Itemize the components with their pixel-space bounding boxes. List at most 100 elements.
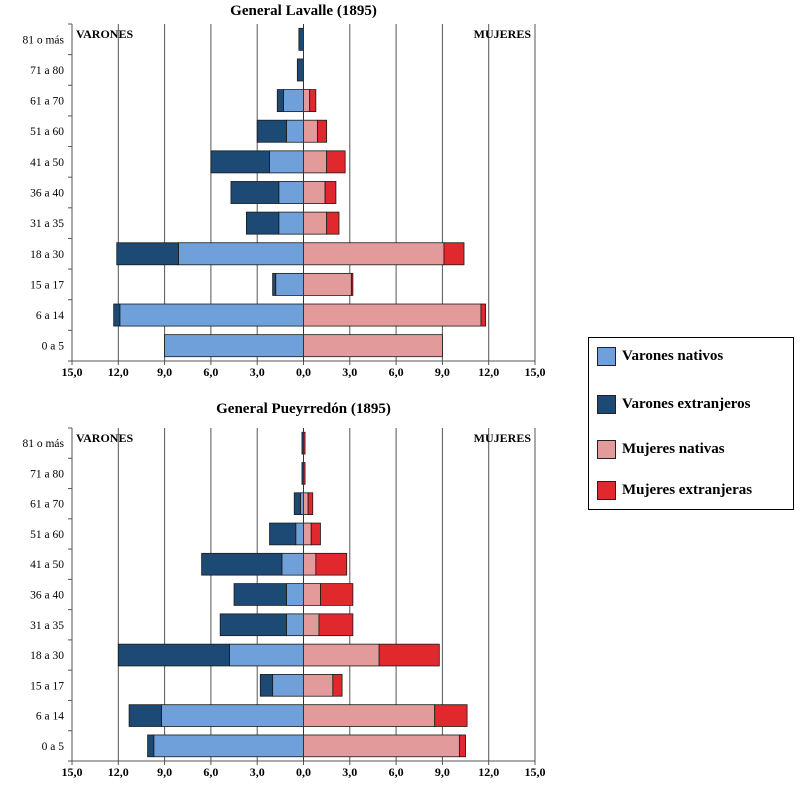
bar-mujeres-extranjeras-6-a-14 <box>480 303 487 327</box>
bar-varones-extranjeros-36-a-40 <box>233 583 287 606</box>
bar-mujeres-nativas-61-a-70 <box>303 492 309 515</box>
bar-mujeres-extranjeras-18-a-30 <box>443 242 465 266</box>
bar-mujeres-nativas-41-a-50 <box>303 150 328 174</box>
bar-varones-extranjeros-51-a-60 <box>269 522 297 546</box>
category-label: 61 a 70 <box>30 499 64 511</box>
x-tick-label: 15,0 <box>62 765 83 779</box>
bar-varones-extranjeros-81-o-m-s <box>298 27 304 51</box>
category-label: 15 a 17 <box>30 680 64 692</box>
category-label: 15 a 17 <box>30 279 64 291</box>
category-label: 18 a 30 <box>30 249 64 261</box>
bar-mujeres-extranjeras-6-a-14 <box>434 704 468 727</box>
bar-mujeres-nativas-18-a-30 <box>303 242 445 266</box>
x-tick-label: 15,0 <box>62 365 83 379</box>
bar-varones-nativos-15-a-17 <box>272 674 304 697</box>
bar-varones-nativos-51-a-60 <box>295 522 304 546</box>
legend: Varones nativos Varones extranjeros Muje… <box>588 337 794 510</box>
category-label: 31 a 35 <box>30 218 64 230</box>
right-side-label: MUJERES <box>474 431 532 445</box>
bar-mujeres-extranjeras-51-a-60 <box>310 522 321 546</box>
x-tick-label: 0,0 <box>296 365 311 379</box>
bar-mujeres-nativas-0-a-5 <box>303 334 443 358</box>
category-label: 36 a 40 <box>30 188 64 200</box>
bar-varones-extranjeros-61-a-70 <box>276 89 284 113</box>
bar-varones-nativos-15-a-17 <box>275 272 304 296</box>
bar-mujeres-nativas-51-a-60 <box>303 522 312 546</box>
bar-varones-extranjeros-15-a-17 <box>272 272 277 296</box>
bar-varones-extranjeros-51-a-60 <box>256 119 287 143</box>
bar-mujeres-nativas-0-a-5 <box>303 734 460 758</box>
bar-varones-extranjeros-41-a-50 <box>201 552 283 576</box>
bar-varones-extranjeros-71-a-80 <box>296 58 304 82</box>
bar-varones-nativos-36-a-40 <box>278 181 304 204</box>
bar-mujeres-extranjeras-0-a-5 <box>458 734 466 758</box>
legend-label-varones-extranjeros: Varones extranjeros <box>622 395 751 412</box>
bar-mujeres-nativas-6-a-14 <box>303 303 482 327</box>
bar-varones-nativos-36-a-40 <box>286 583 304 606</box>
category-label: 6 a 14 <box>36 711 64 723</box>
x-tick-label: 3,0 <box>250 765 265 779</box>
bar-varones-extranjeros-36-a-40 <box>230 181 280 204</box>
category-label: 71 a 80 <box>30 65 64 77</box>
bar-mujeres-extranjeras-31-a-35 <box>318 613 354 637</box>
category-label: 18 a 30 <box>30 650 64 662</box>
category-label: 31 a 35 <box>30 620 64 632</box>
x-tick-label: 0,0 <box>296 765 311 779</box>
bar-mujeres-extranjeras-41-a-50 <box>315 552 348 576</box>
bar-mujeres-nativas-36-a-40 <box>303 583 321 606</box>
bar-mujeres-nativas-31-a-35 <box>303 211 328 235</box>
category-label: 41 a 50 <box>30 559 64 571</box>
bar-varones-nativos-18-a-30 <box>229 643 304 667</box>
legend-swatch-mujeres-extranjeras <box>597 480 616 500</box>
bar-mujeres-nativas-31-a-35 <box>303 613 320 637</box>
legend-item-varones-nativos: Varones nativos <box>597 345 723 367</box>
bar-varones-nativos-41-a-50 <box>269 150 304 174</box>
bar-varones-nativos-31-a-35 <box>278 211 304 235</box>
x-tick-label: 9,0 <box>157 365 172 379</box>
x-tick-label: 15,0 <box>525 365 546 379</box>
bar-mujeres-extranjeras-36-a-40 <box>320 583 354 606</box>
x-tick-label: 3,0 <box>250 365 265 379</box>
category-label: 71 a 80 <box>30 468 64 480</box>
x-tick-label: 3,0 <box>342 765 357 779</box>
bar-varones-nativos-6-a-14 <box>119 303 304 327</box>
bar-mujeres-nativas-61-a-70 <box>303 89 311 113</box>
bar-mujeres-extranjeras-36-a-40 <box>324 181 337 204</box>
bar-varones-nativos-51-a-60 <box>286 119 304 143</box>
bar-mujeres-extranjeras-15-a-17 <box>350 272 354 296</box>
bar-mujeres-nativas-18-a-30 <box>303 643 380 667</box>
category-label: 6 a 14 <box>36 310 64 322</box>
bar-mujeres-extranjeras-41-a-50 <box>326 150 346 174</box>
bar-mujeres-nativas-15-a-17 <box>303 674 334 697</box>
right-side-label: MUJERES <box>474 27 532 41</box>
legend-item-varones-extranjeros: Varones extranjeros <box>597 393 750 415</box>
legend-label-mujeres-extranjeras: Mujeres extranjeras <box>622 481 753 498</box>
x-tick-label: 6,0 <box>203 365 218 379</box>
x-tick-label: 6,0 <box>389 365 404 379</box>
bar-varones-nativos-0-a-5 <box>164 334 304 358</box>
x-tick-label: 3,0 <box>342 365 357 379</box>
legend-item-mujeres-nativas: Mujeres nativas <box>597 438 725 460</box>
left-side-label: VARONES <box>76 27 133 41</box>
bar-mujeres-extranjeras-15-a-17 <box>332 674 343 697</box>
category-label: 36 a 40 <box>30 590 64 602</box>
bar-mujeres-extranjeras-61-a-70 <box>309 89 317 113</box>
bar-varones-nativos-0-a-5 <box>153 734 304 758</box>
category-label: 61 a 70 <box>30 96 64 108</box>
category-label: 81 o más <box>22 34 64 46</box>
legend-swatch-varones-nativos <box>597 346 616 366</box>
category-label: 41 a 50 <box>30 157 64 169</box>
bar-varones-extranjeros-15-a-17 <box>259 674 274 697</box>
bar-varones-nativos-31-a-35 <box>286 613 304 637</box>
category-label: 0 a 5 <box>42 341 65 353</box>
category-label: 51 a 60 <box>30 529 64 541</box>
legend-item-mujeres-extranjeras: Mujeres extranjeras <box>597 479 752 501</box>
legend-swatch-mujeres-nativas <box>597 439 616 459</box>
category-label: 0 a 5 <box>42 741 65 753</box>
x-tick-label: 12,0 <box>108 365 129 379</box>
x-tick-label: 9,0 <box>435 365 450 379</box>
bar-varones-extranjeros-18-a-30 <box>116 242 179 266</box>
category-label: 81 o más <box>22 438 64 450</box>
bar-varones-extranjeros-61-a-70 <box>293 492 301 515</box>
bar-varones-extranjeros-6-a-14 <box>113 303 121 327</box>
